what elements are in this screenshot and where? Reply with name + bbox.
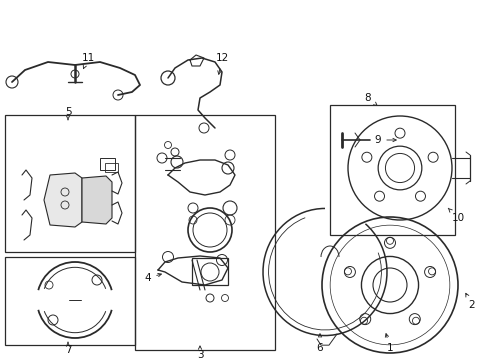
Text: 2: 2 — [465, 293, 474, 310]
Bar — [192, 258, 227, 285]
Text: 4: 4 — [144, 273, 161, 283]
Text: 7: 7 — [64, 342, 71, 355]
Text: 8: 8 — [364, 93, 376, 105]
Polygon shape — [82, 176, 112, 224]
Text: 12: 12 — [215, 53, 228, 74]
Text: 6: 6 — [316, 334, 323, 353]
Text: 11: 11 — [81, 53, 95, 69]
Text: 10: 10 — [447, 208, 464, 223]
Polygon shape — [44, 173, 82, 227]
Bar — [135, 115, 274, 350]
Text: 1: 1 — [385, 334, 392, 353]
Bar — [100, 158, 115, 170]
Text: 5: 5 — [64, 107, 71, 120]
Text: 3: 3 — [196, 346, 203, 360]
Bar — [5, 257, 135, 345]
Bar — [5, 115, 135, 252]
Bar — [105, 163, 118, 172]
Bar — [329, 105, 454, 235]
Text: 9: 9 — [374, 135, 395, 145]
